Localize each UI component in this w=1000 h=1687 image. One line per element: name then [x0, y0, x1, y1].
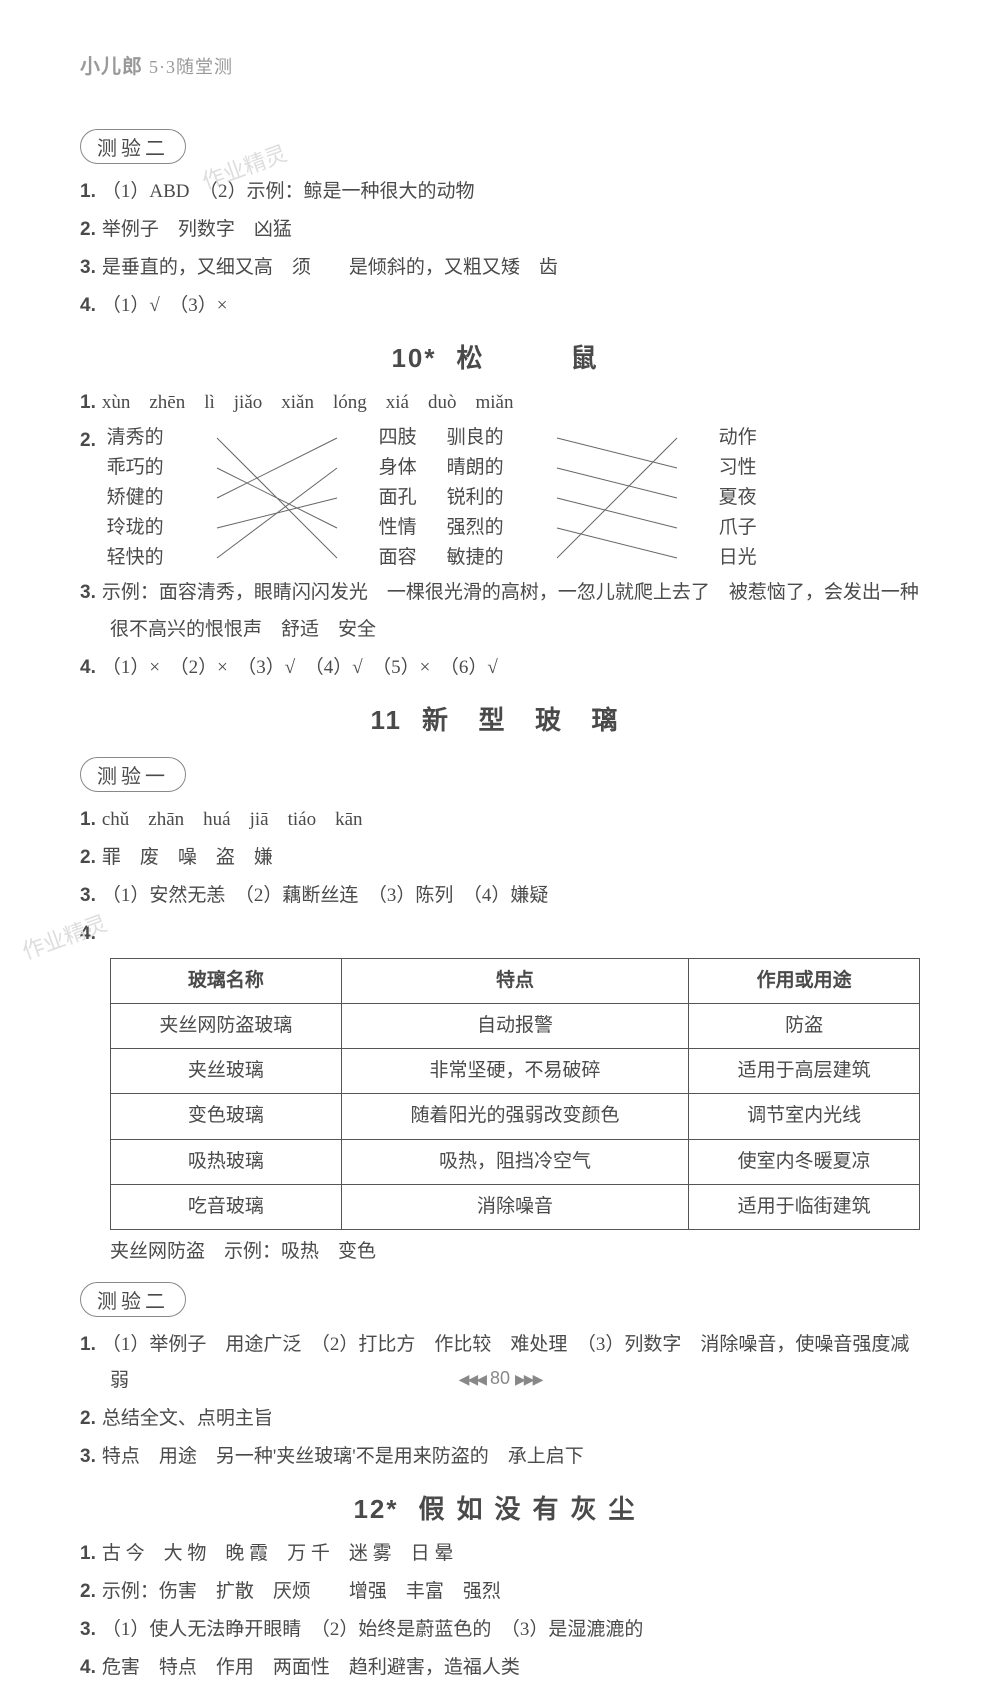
answer-item: 4.（1）√ （3）× [80, 288, 920, 324]
table-row: 吃音玻璃消除噪音适用于临街建筑 [111, 1184, 920, 1229]
header-brand: 小儿郎 5·3随堂测 [80, 50, 920, 79]
table-row: 夹丝玻璃非常坚硬，不易破碎适用于高层建筑 [111, 1049, 920, 1094]
answer-item: 3.（1）使人无法睁开眼睛 （2）始终是蔚蓝色的 （3）是湿漉漉的 [80, 1612, 920, 1648]
match-group-b: 驯良的 晴朗的 锐利的 强烈的 敏捷的 动作 习性 夏夜 爪子 日光 [477, 423, 757, 573]
match-lines-icon [477, 423, 757, 573]
answer-item: 3.（1）安然无恙 （2）藕断丝连 （3）陈列 （4）嫌疑 [80, 878, 920, 914]
answer-item: 3.特点 用途 另一种'夹丝玻璃'不是用来防盗的 承上启下 [80, 1439, 920, 1475]
answer-item: 4. 玻璃名称 特点 作用或用途 夹丝网防盗玻璃自动报警防盗夹丝玻璃非常坚硬，不… [80, 916, 920, 1270]
answer-item: 1.（1）ABD （2）示例：鲸是一种很大的动物 [80, 174, 920, 210]
answer-item: 4.（1）× （2）× （3）√ （4）√ （5）× （6）√ [80, 650, 920, 686]
test-label-2: 测验二 [80, 129, 186, 164]
arrow-right-icon: ▶▶▶ [515, 1371, 541, 1387]
answer-item: 2.示例：伤害 扩散 厌烦 增强 丰富 强烈 [80, 1574, 920, 1610]
section-title-10: 10*松 鼠 [80, 338, 920, 375]
table-row: 吸热玻璃吸热，阻挡冷空气使室内冬暖夏凉 [111, 1139, 920, 1184]
section-title-12: 12*假如没有灰尘 [80, 1489, 920, 1526]
answer-item: 2. 清秀的 乖巧的 矫健的 玲珑的 轻快的 四肢 身体 面孔 性情 面容 [80, 423, 920, 573]
brand-sub: 5·3随堂测 [149, 57, 233, 77]
arrow-left-icon: ◀◀◀ [459, 1371, 485, 1387]
answer-item: 2.举例子 列数字 凶猛 [80, 212, 920, 248]
answer-item: 1.古 今 大 物 晚 霞 万 千 迷 雾 日 晕 [80, 1536, 920, 1572]
section-title-11: 11新 型 玻 璃 [80, 700, 920, 737]
table-row: 变色玻璃随着阳光的强弱改变颜色调节室内光线 [111, 1094, 920, 1139]
answer-item: 1.chǔ zhān huá jiā tiáo kān [80, 802, 920, 838]
answer-item: 1.xùn zhēn lì jiǎo xiǎn lóng xiá duò miǎ… [80, 385, 920, 421]
answer-item: 4.危害 特点 作用 两面性 趋利避害，造福人类 [80, 1650, 920, 1686]
match-group-a: 清秀的 乖巧的 矫健的 玲珑的 轻快的 四肢 身体 面孔 性情 面容 [137, 423, 417, 573]
test-label-2b: 测验二 [80, 1282, 186, 1317]
brand-main: 小儿郎 [80, 56, 143, 78]
glass-table: 玻璃名称 特点 作用或用途 夹丝网防盗玻璃自动报警防盗夹丝玻璃非常坚硬，不易破碎… [110, 958, 920, 1230]
answer-item: 2.总结全文、点明主旨 [80, 1401, 920, 1437]
answer-item: 3.示例：面容清秀，眼睛闪闪发光 一棵很光滑的高树，一忽儿就爬上去了 被惹恼了，… [80, 575, 920, 647]
page-number: ◀◀◀ 80 ▶▶▶ [0, 1368, 1000, 1389]
test-label-1: 测验一 [80, 757, 186, 792]
match-lines-icon [137, 423, 417, 573]
table-note: 夹丝网防盗 示例：吸热 变色 [140, 1234, 920, 1270]
answer-item: 3.是垂直的，又细又高 须 是倾斜的，又粗又矮 齿 [80, 250, 920, 286]
table-row: 夹丝网防盗玻璃自动报警防盗 [111, 1004, 920, 1049]
answer-item: 2.罪 废 噪 盗 嫌 [80, 840, 920, 876]
